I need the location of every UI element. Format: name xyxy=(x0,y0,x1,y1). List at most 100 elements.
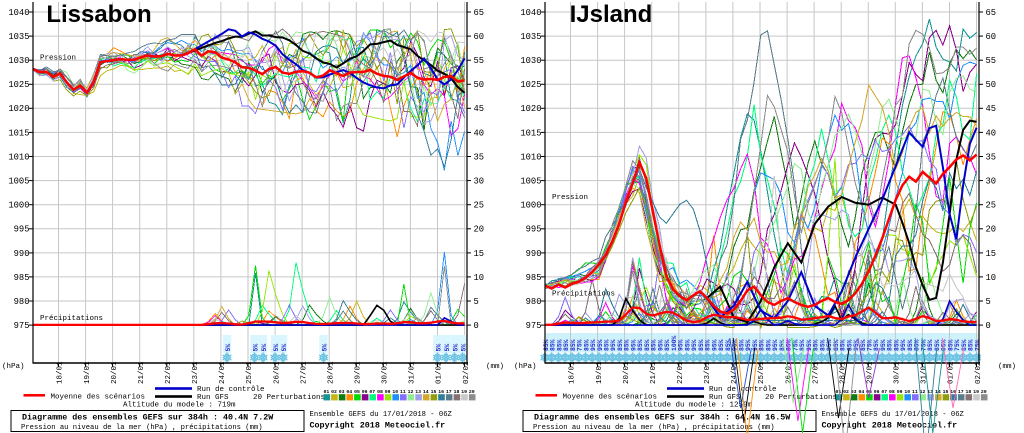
svg-text:Run GFS: Run GFS xyxy=(197,394,229,402)
svg-text:50: 50 xyxy=(986,80,997,90)
svg-text:Altitude du modele : 1259m: Altitude du modele : 1259m xyxy=(635,402,753,410)
svg-text:95%: 95% xyxy=(806,339,813,351)
svg-text:990: 990 xyxy=(526,249,542,259)
svg-text:40: 40 xyxy=(474,128,485,138)
svg-text:1020: 1020 xyxy=(8,104,29,114)
svg-text:85%: 85% xyxy=(664,339,671,351)
svg-text:0: 0 xyxy=(986,321,991,331)
svg-text:985: 985 xyxy=(14,273,30,283)
svg-text:95%: 95% xyxy=(590,339,597,351)
svg-text:19/01: 19/01 xyxy=(84,361,92,384)
svg-text:75%: 75% xyxy=(867,339,874,351)
svg-text:1015: 1015 xyxy=(520,128,541,138)
svg-text:1010: 1010 xyxy=(520,152,541,162)
svg-text:85%: 85% xyxy=(786,339,793,351)
svg-text:1000: 1000 xyxy=(8,201,29,211)
svg-text:24/01: 24/01 xyxy=(219,361,227,384)
svg-text:26/01: 26/01 xyxy=(273,361,281,384)
svg-text:15: 15 xyxy=(986,249,997,259)
svg-text:85%: 85% xyxy=(604,339,611,351)
svg-text:30: 30 xyxy=(986,177,997,187)
svg-text:85%: 85% xyxy=(819,339,826,351)
svg-text:22/01: 22/01 xyxy=(165,361,173,384)
svg-text:95%: 95% xyxy=(732,339,739,351)
svg-text:35: 35 xyxy=(474,152,485,162)
svg-text:1040: 1040 xyxy=(520,8,541,18)
svg-text:27/01: 27/01 xyxy=(812,361,820,384)
svg-text:85%: 85% xyxy=(846,339,853,351)
svg-text:85%: 85% xyxy=(624,339,631,351)
svg-text:85%: 85% xyxy=(873,339,880,351)
svg-text:13: 13 xyxy=(415,389,421,395)
svg-text:1035: 1035 xyxy=(8,32,29,42)
svg-text:95%: 95% xyxy=(772,339,779,351)
svg-text:17: 17 xyxy=(958,389,964,395)
svg-text:Ensemble GEFS du 17/01/2018 -: Ensemble GEFS du 17/01/2018 - 06Z xyxy=(822,411,965,419)
svg-text:20 Perturbations: 20 Perturbations xyxy=(253,394,325,402)
svg-text:95%: 95% xyxy=(941,339,948,351)
svg-text:20/01: 20/01 xyxy=(623,361,631,384)
svg-text:85%: 85% xyxy=(543,339,550,351)
svg-text:975: 975 xyxy=(14,321,30,331)
svg-text:85%: 85% xyxy=(684,339,691,351)
svg-text:(hPa): (hPa) xyxy=(2,363,25,371)
svg-text:1005: 1005 xyxy=(8,177,29,187)
svg-text:01: 01 xyxy=(324,389,330,395)
svg-text:15: 15 xyxy=(474,249,485,259)
svg-text:95%: 95% xyxy=(597,339,604,351)
svg-text:Diagramme des ensembles GEFS s: Diagramme des ensembles GEFS sur 384h : … xyxy=(534,413,791,423)
svg-text:85%: 85% xyxy=(887,339,894,351)
svg-text:65: 65 xyxy=(986,8,997,18)
svg-text:03: 03 xyxy=(339,389,345,395)
svg-text:06: 06 xyxy=(362,389,368,395)
svg-text:1005: 1005 xyxy=(520,177,541,187)
svg-text:25: 25 xyxy=(474,201,485,211)
svg-text:85%: 85% xyxy=(765,339,772,351)
svg-text:75%: 75% xyxy=(974,339,981,351)
svg-text:85%: 85% xyxy=(651,339,658,351)
svg-text:(hPa): (hPa) xyxy=(514,363,537,371)
svg-text:Pression: Pression xyxy=(40,55,76,63)
svg-text:Run GFS: Run GFS xyxy=(709,394,741,402)
svg-text:95%: 95% xyxy=(610,339,617,351)
svg-text:23/01: 23/01 xyxy=(704,361,712,384)
svg-text:26/01: 26/01 xyxy=(785,361,793,384)
svg-text:85%: 85% xyxy=(840,339,847,351)
svg-text:30: 30 xyxy=(474,177,485,187)
svg-text:45: 45 xyxy=(986,104,997,114)
svg-text:45: 45 xyxy=(474,104,485,114)
svg-text:0: 0 xyxy=(474,321,479,331)
svg-text:95%: 95% xyxy=(745,339,752,351)
svg-text:05: 05 xyxy=(354,389,360,395)
svg-text:95%: 95% xyxy=(657,339,664,351)
svg-text:23/01: 23/01 xyxy=(192,361,200,384)
svg-text:20: 20 xyxy=(981,389,987,395)
svg-text:990: 990 xyxy=(14,249,30,259)
svg-text:18: 18 xyxy=(966,389,972,395)
svg-text:20/01: 20/01 xyxy=(111,361,119,384)
svg-text:04: 04 xyxy=(346,389,352,395)
svg-text:85%: 85% xyxy=(947,339,954,351)
svg-text:Copyright 2018 Meteociel.fr: Copyright 2018 Meteociel.fr xyxy=(310,421,446,431)
svg-text:1030: 1030 xyxy=(8,56,29,66)
svg-text:Lissabon: Lissabon xyxy=(46,1,151,28)
svg-text:30/01: 30/01 xyxy=(894,361,902,384)
svg-text:1020: 1020 xyxy=(520,104,541,114)
svg-text:85%: 85% xyxy=(860,339,867,351)
svg-text:60: 60 xyxy=(986,32,997,42)
svg-text:27/01: 27/01 xyxy=(300,361,308,384)
svg-text:85%: 85% xyxy=(617,339,624,351)
svg-text:985: 985 xyxy=(526,273,542,283)
svg-text:5%: 5% xyxy=(281,344,288,352)
svg-text:5%: 5% xyxy=(261,344,268,352)
svg-text:5%: 5% xyxy=(225,344,232,352)
svg-text:5%: 5% xyxy=(435,344,442,352)
svg-text:75%: 75% xyxy=(921,339,928,351)
svg-text:85%: 85% xyxy=(637,339,644,351)
svg-text:85%: 85% xyxy=(934,339,941,351)
svg-text:95%: 95% xyxy=(826,339,833,351)
svg-text:11: 11 xyxy=(912,389,918,395)
svg-text:85%: 85% xyxy=(833,339,840,351)
svg-text:06: 06 xyxy=(874,389,880,395)
svg-text:31/01: 31/01 xyxy=(921,361,929,384)
